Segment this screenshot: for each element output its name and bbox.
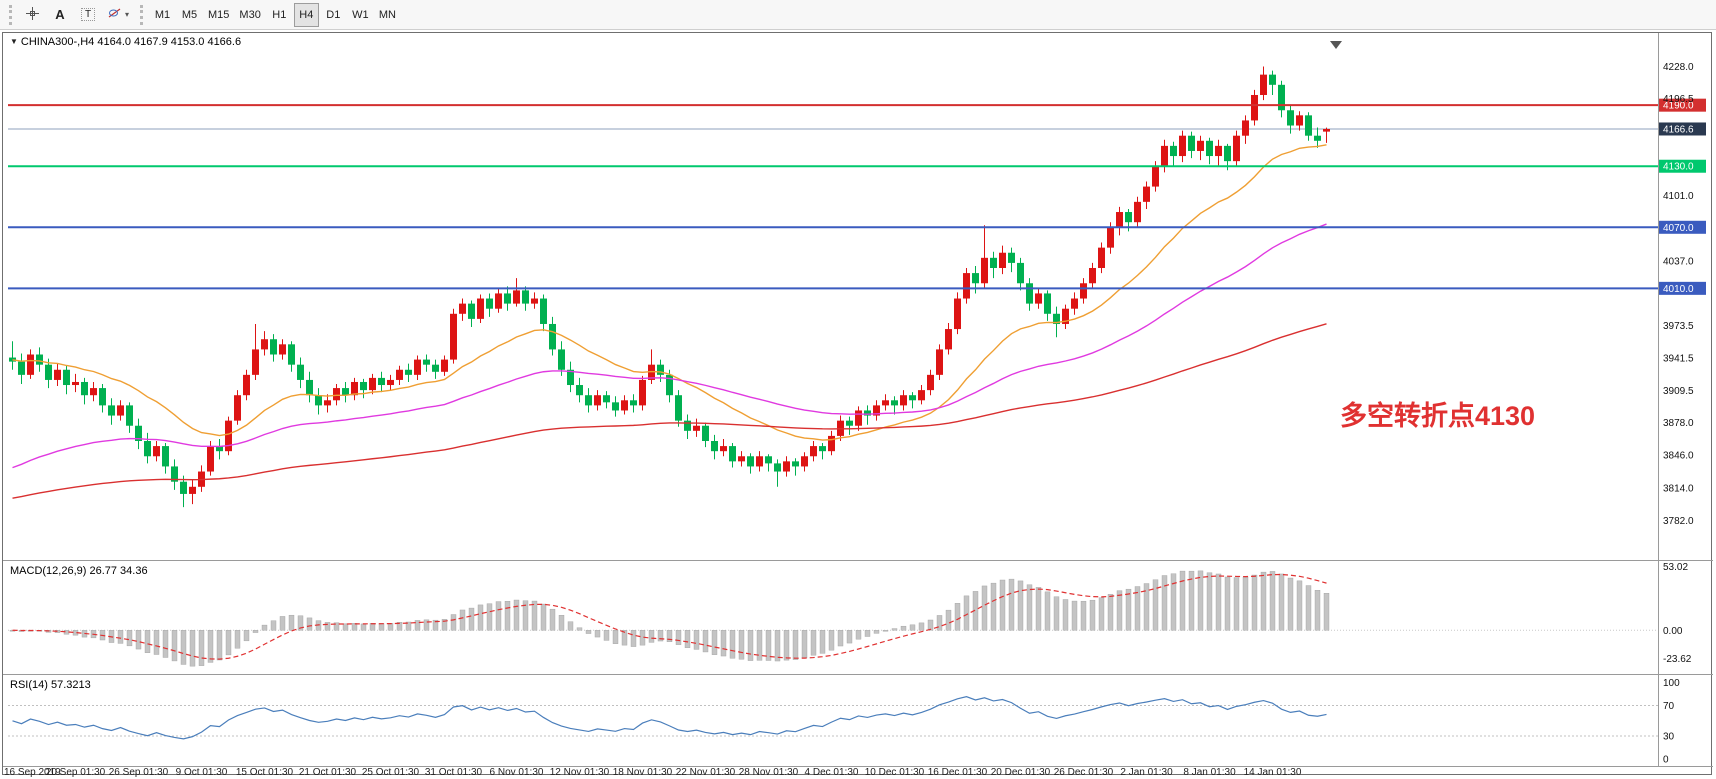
timeframe-button-h1[interactable]: H1: [267, 3, 292, 27]
crosshair-button[interactable]: [19, 3, 45, 27]
svg-text:16 Sep 2019: 16 Sep 2019: [4, 767, 61, 778]
timeframe-button-m15[interactable]: M15: [204, 3, 233, 27]
ma-line-ema-fast: [12, 144, 1327, 441]
svg-text:4228.0: 4228.0: [1663, 62, 1694, 73]
svg-text:25 Oct 01:30: 25 Oct 01:30: [362, 767, 420, 778]
svg-text:0.00: 0.00: [1663, 626, 1683, 637]
current-price-tag: 4166.6: [1659, 122, 1706, 136]
svg-text:3878.0: 3878.0: [1663, 418, 1694, 429]
timeframe-group: M1 M5 M15 M30 H1 H4 D1 W1 MN: [149, 2, 401, 27]
svg-text:3973.5: 3973.5: [1663, 321, 1694, 332]
svg-text:4130.0: 4130.0: [1663, 162, 1694, 173]
svg-text:0: 0: [1663, 754, 1669, 765]
svg-text:3814.0: 3814.0: [1663, 483, 1694, 494]
crosshair-icon: [25, 6, 40, 24]
shapes-icon: [107, 6, 123, 23]
chart-title: ▼ CHINA300-,H4 4164.0 4167.9 4153.0 4166.…: [10, 36, 241, 48]
timeframe-button-d1[interactable]: D1: [321, 3, 346, 27]
chart-collapse-arrow-icon[interactable]: ▼: [10, 37, 18, 46]
ma-line-ema-mid: [12, 223, 1327, 469]
shapes-tool-button[interactable]: ▾: [103, 3, 133, 27]
toolbar-grip[interactable]: [9, 4, 12, 25]
svg-text:8 Jan 01:30: 8 Jan 01:30: [1183, 767, 1236, 778]
svg-text:31 Oct 01:30: 31 Oct 01:30: [425, 767, 483, 778]
svg-text:4 Dec 01:30: 4 Dec 01:30: [805, 767, 859, 778]
svg-text:4101.0: 4101.0: [1663, 191, 1694, 202]
svg-text:18 Nov 01:30: 18 Nov 01:30: [613, 767, 673, 778]
svg-text:20 Dec 01:30: 20 Dec 01:30: [991, 767, 1051, 778]
svg-text:6 Nov 01:30: 6 Nov 01:30: [490, 767, 544, 778]
annotation-text[interactable]: 多空转折点4130: [1340, 401, 1536, 431]
svg-text:3846.0: 3846.0: [1663, 451, 1694, 462]
macd-indicator-label: MACD(12,26,9) 26.77 34.36: [10, 565, 148, 577]
svg-text:-23.62: -23.62: [1663, 654, 1692, 665]
svg-text:12 Nov 01:30: 12 Nov 01:30: [550, 767, 610, 778]
macd-signal-line: [12, 573, 1327, 660]
svg-text:70: 70: [1663, 701, 1675, 712]
rsi-axis: 100 70 30 0: [1663, 678, 1680, 765]
macd-axis: 53.02 0.00 -23.62: [1663, 562, 1692, 665]
svg-text:10 Dec 01:30: 10 Dec 01:30: [865, 767, 925, 778]
toolbar-grip[interactable]: [140, 4, 144, 25]
svg-text:9 Oct 01:30: 9 Oct 01:30: [176, 767, 228, 778]
hline-4010.0[interactable]: 4010.0: [8, 281, 1706, 295]
chart-shift-marker-icon[interactable]: [1330, 41, 1342, 49]
svg-text:28 Nov 01:30: 28 Nov 01:30: [739, 767, 799, 778]
svg-text:22 Nov 01:30: 22 Nov 01:30: [676, 767, 736, 778]
svg-text:20 Sep 01:30: 20 Sep 01:30: [46, 767, 106, 778]
hline-4190.0[interactable]: 4190.0: [8, 98, 1706, 112]
chart-title-symbol: CHINA300-,H4: [20, 36, 95, 48]
svg-text:53.02: 53.02: [1663, 562, 1688, 573]
svg-text:16 Dec 01:30: 16 Dec 01:30: [928, 767, 988, 778]
svg-text:4196.5: 4196.5: [1663, 94, 1694, 105]
svg-text:26 Dec 01:30: 26 Dec 01:30: [1054, 767, 1114, 778]
svg-text:4190.0: 4190.0: [1663, 101, 1694, 112]
svg-text:100: 100: [1663, 678, 1680, 689]
timeframe-button-mn[interactable]: MN: [375, 3, 400, 27]
svg-text:14 Jan 01:30: 14 Jan 01:30: [1244, 767, 1302, 778]
label-tool-button[interactable]: T: [75, 3, 101, 27]
macd-histogram: [9, 570, 1330, 667]
svg-text:15 Oct 01:30: 15 Oct 01:30: [236, 767, 294, 778]
candlestick-series: [9, 66, 1330, 508]
rsi-indicator-label: RSI(14) 57.3213: [10, 679, 91, 691]
svg-text:4037.0: 4037.0: [1663, 256, 1694, 267]
ma-line-ema-slow: [12, 323, 1327, 499]
timeframe-button-m30[interactable]: M30: [235, 3, 264, 27]
svg-text:3782.0: 3782.0: [1663, 516, 1694, 527]
chevron-down-icon: ▾: [125, 10, 130, 19]
timeframe-button-m5[interactable]: M5: [177, 3, 202, 27]
timeframe-button-w1[interactable]: W1: [348, 3, 373, 27]
svg-text:4070.0: 4070.0: [1663, 223, 1694, 234]
text-tool-button[interactable]: A: [47, 3, 73, 27]
timeframe-button-m1[interactable]: M1: [150, 3, 175, 27]
rsi-line: [12, 696, 1327, 740]
price-axis[interactable]: 4228.0 4196.5 4101.0 4037.0 3973.5 3941.5 3909…: [1663, 62, 1694, 527]
timeframe-button-h4[interactable]: H4: [293, 2, 319, 27]
svg-text:2 Jan 01:30: 2 Jan 01:30: [1120, 767, 1173, 778]
hline-4070.0[interactable]: 4070.0: [8, 220, 1706, 234]
chart-window: [2, 32, 1712, 775]
svg-text:30: 30: [1663, 732, 1675, 743]
svg-text:3909.5: 3909.5: [1663, 386, 1694, 397]
svg-text:21 Oct 01:30: 21 Oct 01:30: [299, 767, 357, 778]
svg-text:3941.5: 3941.5: [1663, 354, 1694, 365]
svg-text:4010.0: 4010.0: [1663, 284, 1694, 295]
svg-text:26 Sep 01:30: 26 Sep 01:30: [109, 767, 169, 778]
svg-text:4166.6: 4166.6: [1663, 124, 1694, 135]
hline-4130.0[interactable]: 4130.0: [8, 159, 1706, 173]
toolbar: A T ▾ M1 M5 M15 M30 H1 H4 D1 W1 MN: [0, 0, 1716, 30]
chart-title-ohlc: 4164.0 4167.9 4153.0 4166.6: [97, 36, 242, 48]
